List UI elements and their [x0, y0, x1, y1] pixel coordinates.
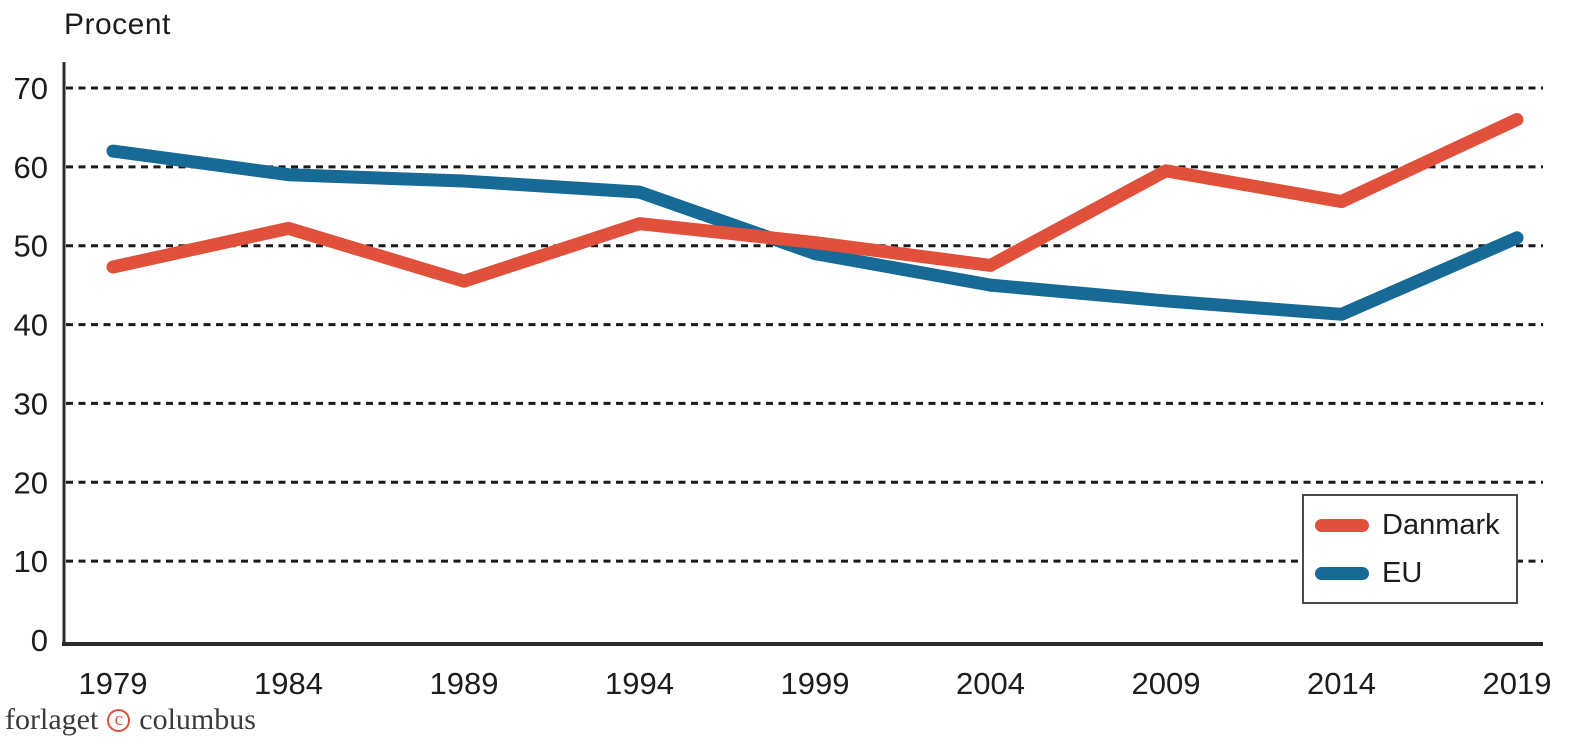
y-tick-label-60: 60 [14, 150, 48, 185]
legend-label-eu: EU [1382, 556, 1423, 589]
y-tick-label-70: 70 [14, 71, 48, 106]
x-tick-label-1989: 1989 [430, 666, 499, 701]
legend-item-danmark: Danmark [1315, 509, 1516, 542]
legend-item-eu: EU [1315, 557, 1516, 590]
eu-line-swatch [1315, 566, 1369, 580]
legend: Danmark EU [1302, 494, 1518, 604]
y-axis-title: Procent [64, 8, 171, 41]
copyright-c-icon: c [107, 708, 131, 732]
y-tick-label-20: 20 [14, 465, 48, 500]
x-tick-label-2009: 2009 [1132, 666, 1201, 701]
y-tick-label-30: 30 [14, 386, 48, 421]
publisher-word-forlaget: forlaget [5, 703, 99, 736]
x-tick-label-1979: 1979 [79, 666, 148, 701]
publisher-credit: forlaget c columbus [5, 699, 256, 741]
x-tick-label-2019: 2019 [1483, 666, 1552, 701]
publisher-word-columbus: columbus [139, 703, 256, 736]
x-tick-label-2004: 2004 [956, 666, 1025, 701]
y-tick-label-0: 0 [31, 623, 48, 658]
danmark-line-swatch [1315, 518, 1369, 532]
y-tick-label-50: 50 [14, 229, 48, 264]
legend-label-danmark: Danmark [1382, 508, 1500, 541]
x-tick-label-1999: 1999 [781, 666, 850, 701]
series-line-eu [106, 144, 1524, 321]
x-tick-label-1994: 1994 [605, 666, 674, 701]
y-tick-label-40: 40 [14, 308, 48, 343]
copyright-letter: c [114, 708, 123, 730]
x-tick-label-1984: 1984 [254, 666, 323, 701]
x-tick-label-2014: 2014 [1307, 666, 1376, 701]
series-line-danmark [106, 113, 1524, 288]
y-tick-label-10: 10 [14, 544, 48, 579]
